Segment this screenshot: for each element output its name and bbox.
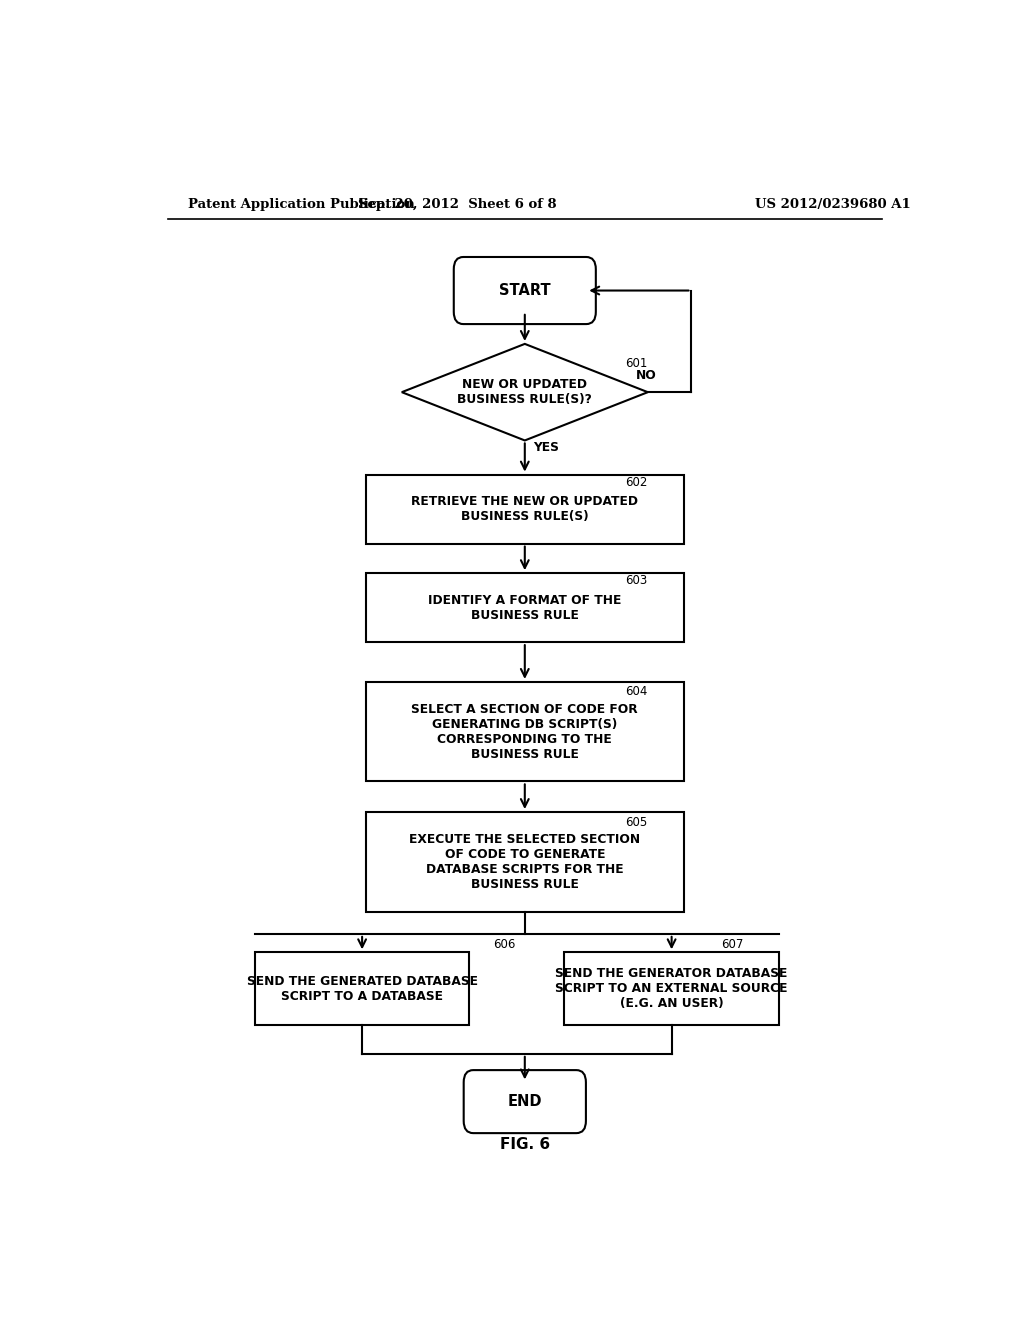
Text: NO: NO: [636, 368, 656, 381]
Text: 607: 607: [722, 939, 744, 952]
Text: 603: 603: [625, 574, 647, 587]
Text: Sep. 20, 2012  Sheet 6 of 8: Sep. 20, 2012 Sheet 6 of 8: [358, 198, 557, 211]
Text: 601: 601: [625, 356, 647, 370]
Text: RETRIEVE THE NEW OR UPDATED
BUSINESS RULE(S): RETRIEVE THE NEW OR UPDATED BUSINESS RUL…: [412, 495, 638, 523]
Bar: [367, 474, 684, 544]
Bar: [564, 952, 779, 1026]
Text: 604: 604: [625, 685, 647, 698]
Text: 602: 602: [625, 475, 647, 488]
Polygon shape: [401, 345, 648, 441]
Bar: [367, 682, 684, 781]
FancyBboxPatch shape: [464, 1071, 586, 1133]
FancyBboxPatch shape: [454, 257, 596, 325]
Text: SEND THE GENERATED DATABASE
SCRIPT TO A DATABASE: SEND THE GENERATED DATABASE SCRIPT TO A …: [247, 974, 477, 1003]
Text: START: START: [499, 282, 551, 298]
Text: Patent Application Publication: Patent Application Publication: [187, 198, 415, 211]
Bar: [367, 812, 684, 912]
Bar: [367, 573, 684, 643]
Text: US 2012/0239680 A1: US 2012/0239680 A1: [755, 198, 910, 211]
Text: SELECT A SECTION OF CODE FOR
GENERATING DB SCRIPT(S)
CORRESPONDING TO THE
BUSINE: SELECT A SECTION OF CODE FOR GENERATING …: [412, 702, 638, 760]
Bar: [255, 952, 469, 1026]
Text: YES: YES: [532, 441, 559, 454]
Text: NEW OR UPDATED
BUSINESS RULE(S)?: NEW OR UPDATED BUSINESS RULE(S)?: [458, 378, 592, 407]
Text: EXECUTE THE SELECTED SECTION
OF CODE TO GENERATE
DATABASE SCRIPTS FOR THE
BUSINE: EXECUTE THE SELECTED SECTION OF CODE TO …: [410, 833, 640, 891]
Text: 605: 605: [625, 816, 647, 829]
Text: 606: 606: [494, 939, 515, 952]
Text: IDENTIFY A FORMAT OF THE
BUSINESS RULE: IDENTIFY A FORMAT OF THE BUSINESS RULE: [428, 594, 622, 622]
Text: FIG. 6: FIG. 6: [500, 1137, 550, 1152]
Text: END: END: [508, 1094, 542, 1109]
Text: SEND THE GENERATOR DATABASE
SCRIPT TO AN EXTERNAL SOURCE
(E.G. AN USER): SEND THE GENERATOR DATABASE SCRIPT TO AN…: [555, 968, 787, 1010]
